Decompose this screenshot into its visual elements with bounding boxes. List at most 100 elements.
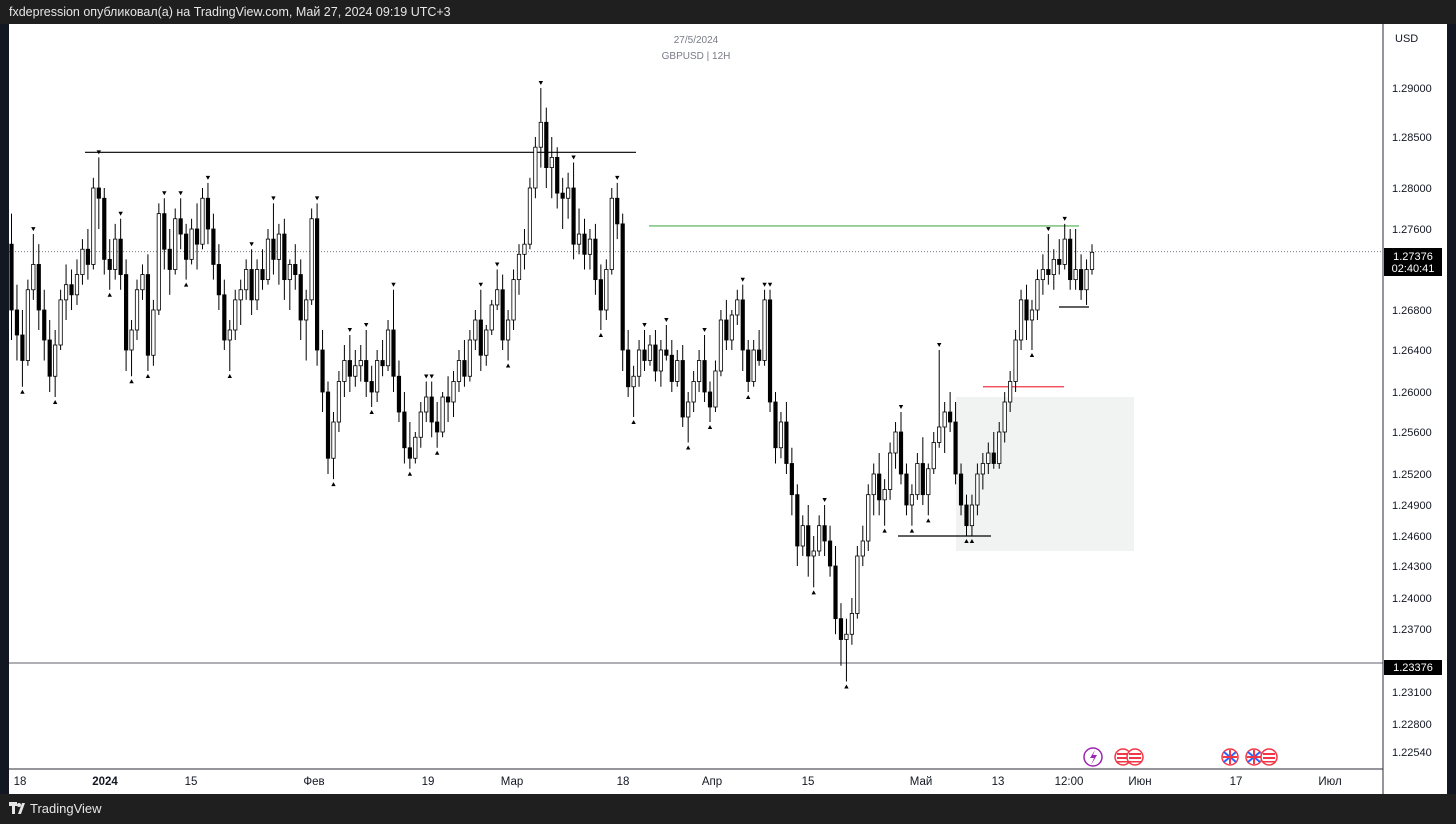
candle bbox=[653, 330, 658, 382]
chart-frame[interactable]: 27/5/2024 GBPUSD | 12H USD 1.29000 1.2850… bbox=[9, 24, 1447, 794]
candle bbox=[620, 213, 625, 371]
zone-layer bbox=[956, 397, 1134, 551]
candle bbox=[462, 340, 467, 387]
y-tick-label: 1.29000 bbox=[1392, 83, 1432, 95]
candle bbox=[456, 350, 462, 392]
candle bbox=[631, 365, 636, 417]
candle bbox=[735, 289, 740, 325]
candles-layer bbox=[9, 88, 1095, 682]
candle bbox=[336, 371, 342, 432]
price-axis: 1.29000 1.28500 1.28000 1.27600 1.26800 1.264… bbox=[1392, 83, 1432, 759]
candle bbox=[675, 350, 680, 387]
candle bbox=[260, 249, 265, 290]
candle bbox=[626, 330, 631, 397]
candle bbox=[898, 412, 904, 485]
candle bbox=[997, 422, 1002, 469]
fractal-high-marker bbox=[478, 282, 484, 287]
candle bbox=[718, 310, 724, 377]
candle bbox=[96, 157, 101, 229]
candle bbox=[713, 360, 718, 412]
candle bbox=[806, 505, 811, 577]
fractal-low-marker bbox=[434, 450, 440, 455]
x-tick-label: 13 bbox=[992, 776, 1005, 788]
candle bbox=[402, 392, 407, 464]
currency-label: USD bbox=[1395, 33, 1418, 45]
fractal-low-marker bbox=[909, 528, 915, 533]
uk-flag-icon bbox=[1221, 748, 1239, 766]
fractal-high-marker bbox=[937, 343, 942, 347]
candle bbox=[576, 208, 582, 255]
fractal-high-marker bbox=[429, 374, 434, 379]
y-tick-label: 1.23100 bbox=[1392, 687, 1432, 699]
fractal-high-marker bbox=[642, 323, 647, 327]
candle bbox=[757, 330, 762, 366]
candle bbox=[642, 330, 647, 371]
fractal-low-marker bbox=[746, 395, 751, 399]
candle bbox=[325, 381, 331, 474]
fractal-low-marker bbox=[631, 420, 636, 424]
candle bbox=[189, 218, 194, 265]
candle bbox=[53, 330, 58, 397]
fractal-high-marker bbox=[162, 191, 167, 196]
x-tick-label: Июн bbox=[1128, 776, 1151, 788]
y-tick-label: 1.28500 bbox=[1392, 132, 1432, 144]
candle bbox=[778, 412, 784, 459]
candle bbox=[391, 289, 396, 392]
supply-demand-zone[interactable] bbox=[956, 397, 1134, 551]
candle bbox=[244, 259, 249, 300]
candle bbox=[342, 345, 347, 397]
candle bbox=[178, 198, 183, 250]
candle bbox=[767, 289, 773, 412]
fractal-high-marker bbox=[314, 196, 320, 201]
candle bbox=[773, 392, 778, 464]
candle bbox=[298, 259, 303, 340]
fractal-low-marker bbox=[685, 445, 691, 450]
y-tick-label: 1.24000 bbox=[1392, 593, 1432, 605]
event-icons[interactable] bbox=[1083, 747, 1278, 767]
us-flag-icon-2 bbox=[1126, 748, 1144, 766]
candle bbox=[413, 432, 418, 464]
candle bbox=[609, 188, 614, 275]
candle bbox=[407, 422, 412, 469]
candle bbox=[102, 188, 107, 275]
fractal-high-marker bbox=[898, 405, 904, 409]
candle bbox=[31, 234, 36, 300]
y-tick-label: 1.24300 bbox=[1392, 561, 1432, 573]
candle bbox=[1002, 392, 1007, 443]
candle bbox=[134, 279, 140, 340]
candle bbox=[560, 177, 565, 229]
y-tick-label: 1.28000 bbox=[1392, 183, 1432, 195]
candle bbox=[375, 350, 380, 402]
candle bbox=[986, 442, 991, 474]
x-tick-label: Фев bbox=[303, 776, 324, 788]
fractal-high-marker bbox=[347, 328, 353, 332]
horizontal-line-label: 1.23376 bbox=[1393, 662, 1433, 674]
candle bbox=[315, 203, 320, 366]
candle bbox=[282, 218, 287, 300]
fractal-low-marker bbox=[1029, 353, 1035, 357]
candle bbox=[233, 289, 238, 340]
fractal-low-marker bbox=[331, 482, 336, 487]
fractal-low-marker bbox=[227, 374, 232, 378]
candle bbox=[118, 218, 123, 290]
candle bbox=[871, 463, 876, 516]
candle bbox=[549, 137, 554, 199]
candle bbox=[838, 603, 844, 666]
candle bbox=[124, 259, 129, 371]
candle bbox=[991, 432, 996, 469]
fractal-high-marker bbox=[664, 318, 669, 322]
candle bbox=[1046, 234, 1051, 285]
candle bbox=[385, 320, 391, 371]
candle bbox=[151, 299, 156, 366]
fractal-low-marker bbox=[844, 684, 849, 689]
y-tick-label: 1.25200 bbox=[1392, 469, 1432, 481]
chart-subtitle: GBPUSD | 12H bbox=[662, 51, 731, 62]
candlestick-chart[interactable]: 27/5/2024 GBPUSD | 12H USD 1.29000 1.2850… bbox=[9, 24, 1447, 794]
fractal-high-marker bbox=[571, 155, 576, 160]
fractal-high-marker bbox=[118, 211, 123, 216]
fractal-high-marker bbox=[762, 282, 767, 287]
candle bbox=[80, 239, 85, 285]
candle bbox=[822, 505, 827, 556]
fractal-low-marker bbox=[129, 379, 134, 384]
y-tick-label: 1.25600 bbox=[1392, 427, 1432, 439]
